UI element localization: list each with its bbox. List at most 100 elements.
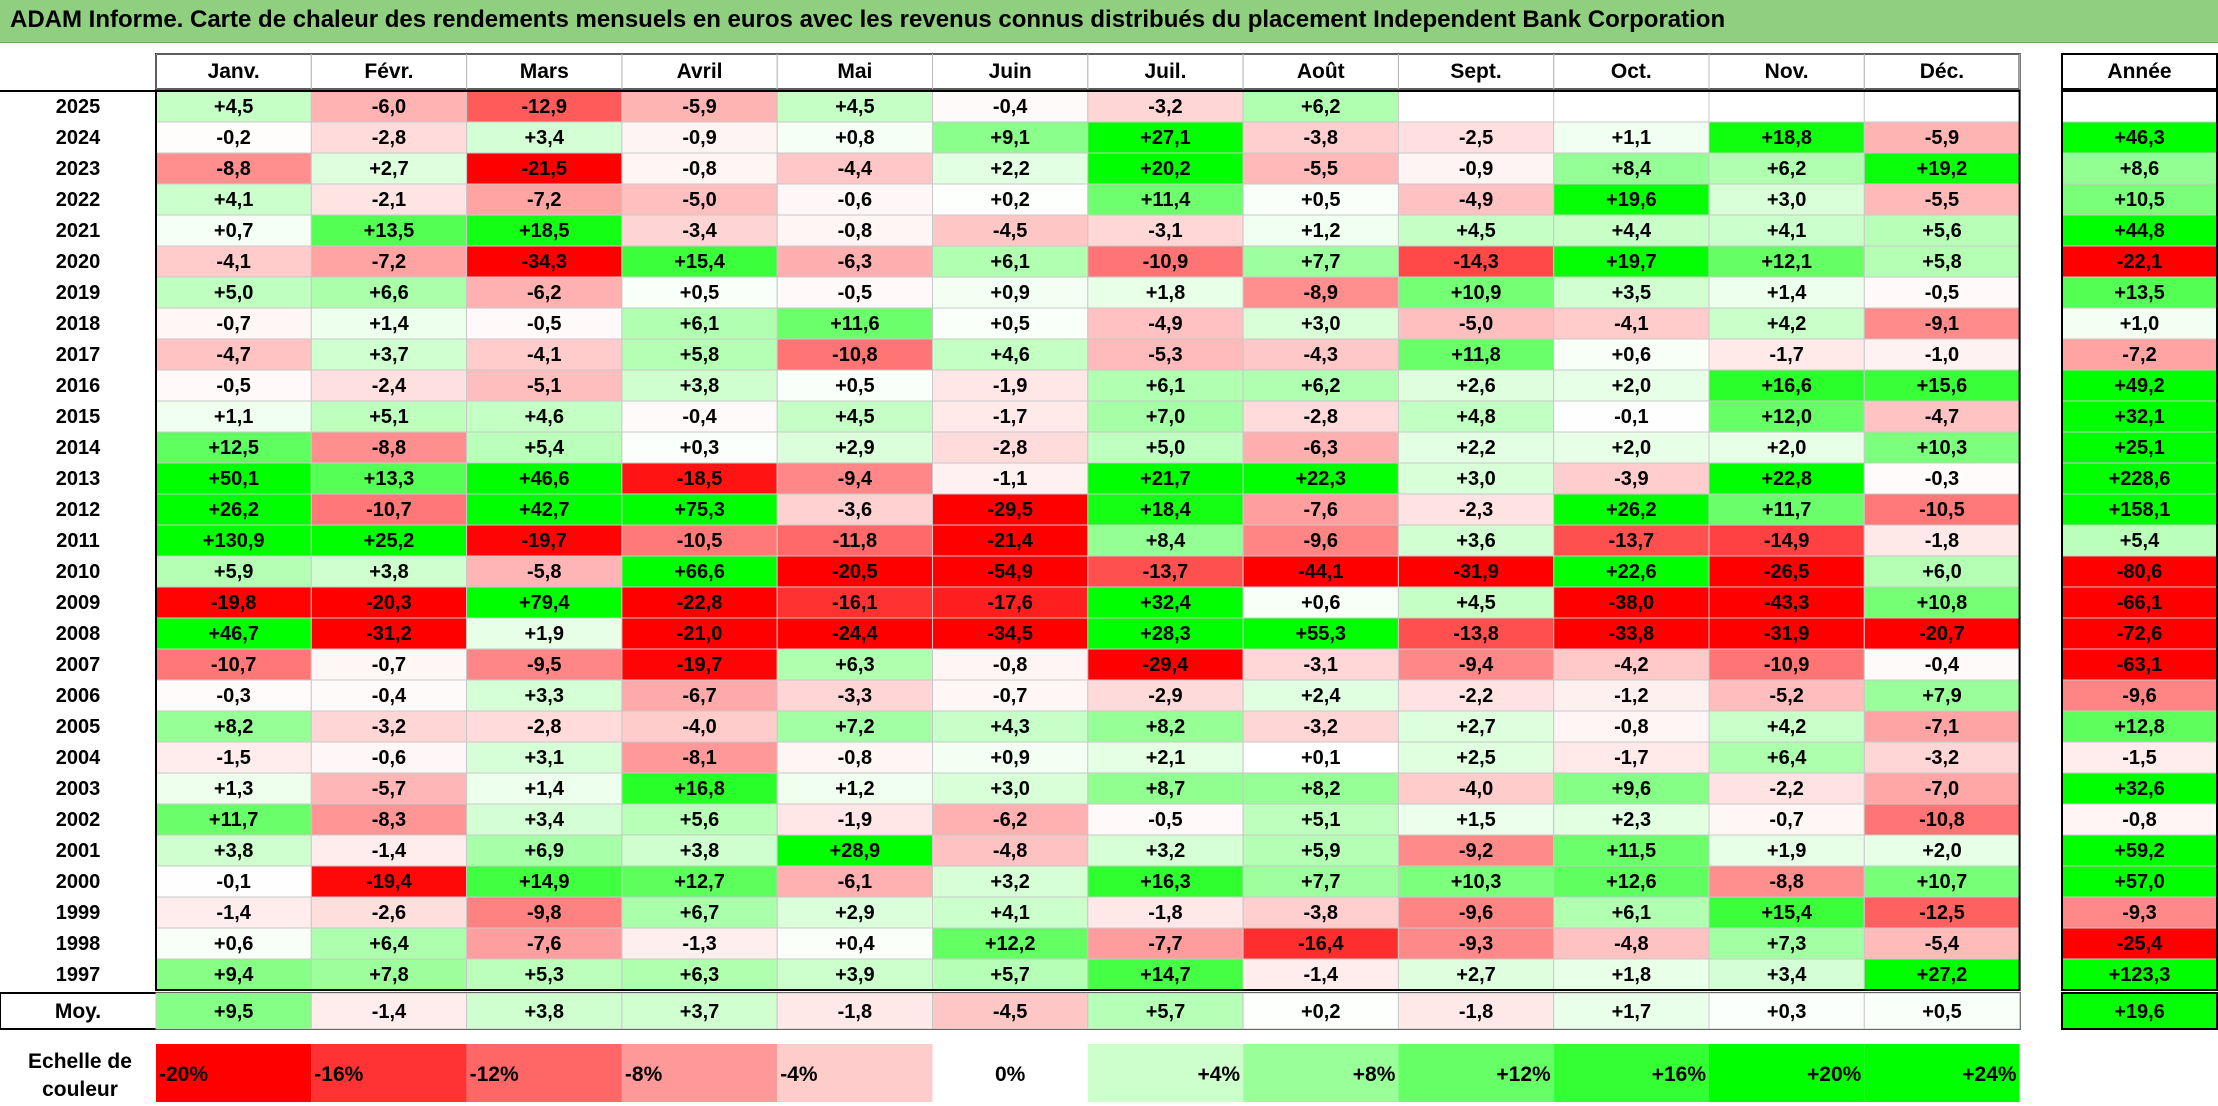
value-label: -0,7 [1769,809,1803,831]
value-label: -3,9 [1614,468,1648,490]
heat-cell-2014-juin [932,431,1089,464]
value-label: +2,9 [835,437,874,459]
heat-cell-2019-aout [1242,276,1399,309]
value-label: +0,5 [990,313,1029,335]
legend-step-label: +20% [1807,1063,1862,1086]
annual-header: Année [2107,60,2171,83]
value-label: -44,1 [1298,561,1344,583]
value-label: -29,5 [987,499,1033,521]
year-label-2025: 2025 [56,96,101,118]
value-label: -2,9 [1148,685,1182,707]
value-label: +5,1 [1301,809,1340,831]
chart-title: ADAM Informe. Carte de chaleur des rende… [10,6,1726,33]
value-label: -4,0 [682,716,716,738]
annual-value-label: +8,6 [2120,158,2159,180]
value-label: +22,6 [1606,561,1657,583]
average-value-label: -1,8 [838,1001,872,1023]
heat-cell-1999-mars [466,896,623,929]
heat-cell-2007-mai [776,648,934,681]
heat-cell-1999-avril [621,896,778,929]
value-label: +1,8 [1612,964,1651,986]
value-label: +1,4 [525,778,565,800]
value-label: -11,8 [833,530,877,552]
value-label: -3,2 [1304,716,1338,738]
heat-cell-2013-janv [155,462,312,495]
value-label: -5,1 [527,375,561,397]
value-label: -7,2 [527,189,561,211]
annual-value-label: -9,3 [2122,902,2156,924]
value-label: +3,6 [1456,530,1495,552]
value-label: +19,7 [1606,251,1657,273]
annual-value-label: +57,0 [2114,871,2165,893]
value-label: +1,9 [1767,840,1806,862]
value-label: +18,5 [519,220,570,242]
month-header-mai: Mai [837,60,872,83]
heat-cell-2002-oct [1553,803,1710,836]
value-label: -20,7 [1919,623,1965,645]
value-label: +5,9 [1301,840,1340,862]
year-label-2001: 2001 [56,840,101,862]
value-label: +4,1 [990,902,1029,924]
heat-cell-1999-juin [932,896,1089,929]
heat-cell-2000-mai [776,865,934,898]
value-label: -5,5 [1925,189,1959,211]
heat-cell-2020-oct [1553,245,1710,278]
value-label: +6,3 [680,964,719,986]
heat-cell-2003-mai [776,772,934,805]
heat-cell-2021-mai [776,214,934,247]
value-label: +2,4 [1301,685,1341,707]
value-label: +9,6 [1612,778,1651,800]
heat-cell-2020-juil [1087,245,1244,278]
heat-cell-2007-dec [1863,648,2021,681]
value-label: +0,1 [1301,747,1340,769]
average-value-label: -4,5 [993,1001,1027,1023]
value-label: +6,9 [525,840,564,862]
heat-cell-2013-juil [1087,462,1244,495]
heat-cell-2005-avril [621,710,778,743]
heat-cell-2006-oct [1553,679,1710,712]
value-label: +16,8 [674,778,725,800]
value-label: -20,3 [366,592,412,614]
annual-value-label: -9,6 [2122,685,2156,707]
value-label: +0,9 [990,747,1029,769]
value-label: +15,4 [674,251,725,273]
legend-step-label: -20% [159,1063,208,1086]
average-annual-value: +19,6 [2114,1001,2165,1023]
annual-value-label: -25,4 [2117,933,2163,955]
annual-value-label: +49,2 [2114,375,2165,397]
year-label-2020: 2020 [56,251,101,273]
value-label: -9,4 [838,468,873,490]
value-label: -29,4 [1143,654,1189,676]
value-label: +1,1 [214,406,253,428]
value-label: +7,9 [1922,685,1961,707]
heat-cell-1998-aout [1242,927,1399,960]
value-label: +0,2 [990,189,1029,211]
value-label: +15,4 [1761,902,1812,924]
value-label: +6,2 [1767,158,1806,180]
legend-swatch-7 [1243,1044,1399,1102]
value-label: -2,4 [372,375,407,397]
value-label: +3,4 [525,127,565,149]
value-label: +5,3 [525,964,564,986]
heat-cell-2011-aout [1242,524,1399,557]
heat-cell-2021-avril [621,214,778,247]
value-label: -5,0 [682,189,716,211]
value-label: +6,0 [1922,561,1961,583]
value-label: -13,7 [1143,561,1189,583]
value-label: +14,7 [1140,964,1191,986]
value-label: +5,1 [369,406,408,428]
heat-cell-2007-aout [1242,648,1399,681]
value-label: -5,9 [1925,127,1959,149]
value-label: -8,3 [372,809,406,831]
value-label: +22,8 [1761,468,1812,490]
annual-value-label: +13,5 [2114,282,2165,304]
value-label: +50,1 [208,468,259,490]
average-cell-juin [932,992,1089,1030]
heat-cell-2019-dec [1863,276,2021,309]
value-label: -21,5 [521,158,567,180]
value-label: +3,2 [990,871,1029,893]
heat-cell-2015-janv [155,400,312,433]
value-label: +0,5 [680,282,719,304]
annual-value-label: +228,6 [2109,468,2171,490]
value-label: -12,9 [521,96,567,118]
